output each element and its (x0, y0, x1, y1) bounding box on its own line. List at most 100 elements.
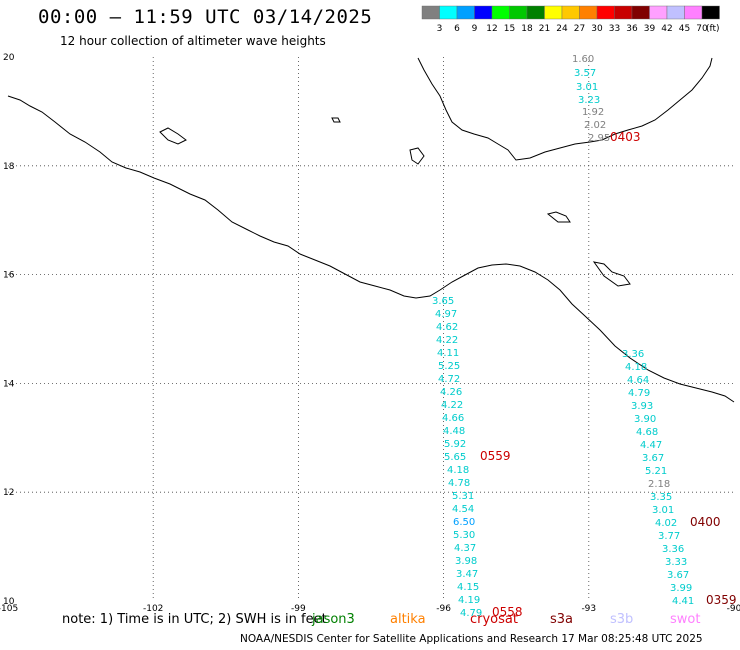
wave-height-value: 5.25 (438, 361, 460, 372)
wave-height-value: 5.65 (444, 452, 466, 463)
longitude-tick-label: -102 (143, 604, 163, 614)
colorbar-swatch (474, 5, 493, 20)
wave-height-value: 3.65 (432, 296, 454, 307)
wave-height-value: 6.50 (453, 517, 475, 528)
wave-height-value: 4.18 (625, 362, 647, 373)
wave-height-value: 3.47 (456, 569, 478, 580)
latitude-tick-label: 10 (3, 597, 15, 607)
wave-height-value: 2.18 (648, 479, 670, 490)
wave-height-value: 5.30 (453, 530, 475, 541)
pass-time-label: 0559 (480, 449, 511, 463)
wave-height-value: 2.95 (588, 133, 610, 144)
island-5 (331, 117, 341, 123)
colorbar-swatch (701, 5, 720, 20)
colorbar-swatch (509, 5, 528, 20)
colorbar-tick-label: 9 (472, 24, 478, 34)
colorbar-tick-label: 21 (539, 24, 550, 34)
wave-height-value: 3.01 (576, 82, 598, 93)
wave-height-value: 3.36 (662, 544, 684, 555)
coastline-gulf (417, 57, 713, 161)
wave-height-value: 4.37 (454, 543, 476, 554)
colorbar-swatch (631, 5, 650, 20)
island-3 (546, 211, 571, 223)
satellite-legend-item: cryosat (470, 612, 518, 627)
wave-height-value: 4.78 (448, 478, 470, 489)
wave-height-value: 2.02 (584, 120, 606, 131)
wave-height-value: 4.22 (441, 400, 463, 411)
wave-height-value: 5.21 (645, 466, 667, 477)
colorbar-swatch (439, 5, 458, 20)
latitude-tick-label: 12 (3, 488, 14, 498)
satellite-legend-item: s3b (610, 612, 634, 627)
colorbar-swatch (614, 5, 633, 20)
wave-height-value: 4.48 (443, 426, 465, 437)
colorbar-tick-label: 18 (521, 24, 533, 34)
wave-height-value: 3.57 (574, 68, 596, 79)
map-grid: -105 -102 -99 -96 -93 -90 20 18 16 14 12 10 (0, 53, 740, 614)
colorbar-tick-label: 30 (591, 24, 603, 34)
satellite-legend-item: swot (670, 612, 701, 627)
satellite-legend-item: s3a (550, 612, 574, 627)
wave-height-value: 3.99 (670, 583, 692, 594)
latitude-tick-label: 16 (3, 271, 15, 281)
wave-height-value: 4.19 (458, 595, 480, 606)
wave-height-value: 3.67 (667, 570, 689, 581)
latitude-tick-label: 20 (3, 53, 15, 63)
island-2 (409, 147, 425, 165)
colorbar-swatch (491, 5, 510, 20)
colorbar-swatch (561, 5, 580, 20)
wave-height-value: 3.33 (665, 557, 687, 568)
wave-height-value: 4.11 (437, 348, 459, 359)
colorbar-tick-label: 15 (504, 24, 515, 34)
colorbar-tick-label: 6 (454, 24, 460, 34)
coastline-mexico-pacific (7, 95, 735, 403)
colorbar-tick-label: 33 (609, 24, 620, 34)
island-4 (592, 261, 631, 287)
wave-height-value: 3.36 (622, 349, 644, 360)
wave-height-value: 4.41 (672, 596, 694, 607)
wave-height-value: 4.54 (452, 504, 474, 515)
pass-time-label: 0400 (690, 515, 721, 529)
wave-height-value: 5.92 (444, 439, 466, 450)
wave-height-value: 3.98 (455, 556, 477, 567)
wave-height-value: 4.18 (447, 465, 469, 476)
latitude-tick-label: 18 (3, 162, 15, 172)
colorbar-tick-label: 27 (574, 24, 585, 34)
colorbar-swatch (596, 5, 615, 20)
wave-height-value: 3.90 (634, 414, 656, 425)
longitude-tick-label: -105 (0, 604, 18, 614)
pass-time-label: 0403 (610, 130, 641, 144)
colorbar-tick-label: 24 (556, 24, 568, 34)
colorbar-swatch (579, 5, 598, 20)
longitude-tick-label: -96 (436, 604, 451, 614)
satellite-legend-item: altika (390, 612, 426, 627)
wave-height-value: 4.02 (655, 518, 677, 529)
colorbar-tick-label: 70 (696, 24, 708, 34)
satellite-legend-item: jason3 (312, 612, 355, 627)
longitude-tick-label: -99 (291, 604, 306, 614)
colorbar-swatch (649, 5, 668, 20)
wave-height-value: 4.97 (435, 309, 457, 320)
colorbar-swatch (544, 5, 563, 20)
track-values: 1.60 3.57 3.01 3.231.92 2.02 2.95 0403 3.65 4.97… (432, 54, 737, 619)
colorbar-swatch (684, 5, 703, 20)
colorbar-legend: 3 6 9 12 15 18 21 24 27 30 33 36 39 42 45 70(ft) (421, 5, 720, 34)
colorbar-tick-label: 42 (661, 24, 672, 34)
wave-height-value: 4.26 (440, 387, 462, 398)
wave-height-value: 4.22 (436, 335, 458, 346)
longitude-tick-label: -93 (581, 604, 596, 614)
colorbar-tick-label: 36 (626, 24, 638, 34)
pass-time-label: 0359 (706, 593, 737, 607)
wave-height-value: 4.68 (636, 427, 658, 438)
wave-height-value: 4.79 (460, 608, 482, 619)
wave-height-value: 3.35 (650, 492, 672, 503)
wave-height-value: 5.31 (452, 491, 474, 502)
map-subtitle: 12 hour collection of altimeter wave hei… (60, 34, 326, 48)
island-1 (159, 127, 187, 145)
coastline (7, 57, 735, 403)
colorbar-swatch (456, 5, 475, 20)
colorbar-tick-label: 3 (437, 24, 443, 34)
latitude-tick-label: 14 (3, 379, 15, 389)
wave-height-value: 4.47 (640, 440, 662, 451)
